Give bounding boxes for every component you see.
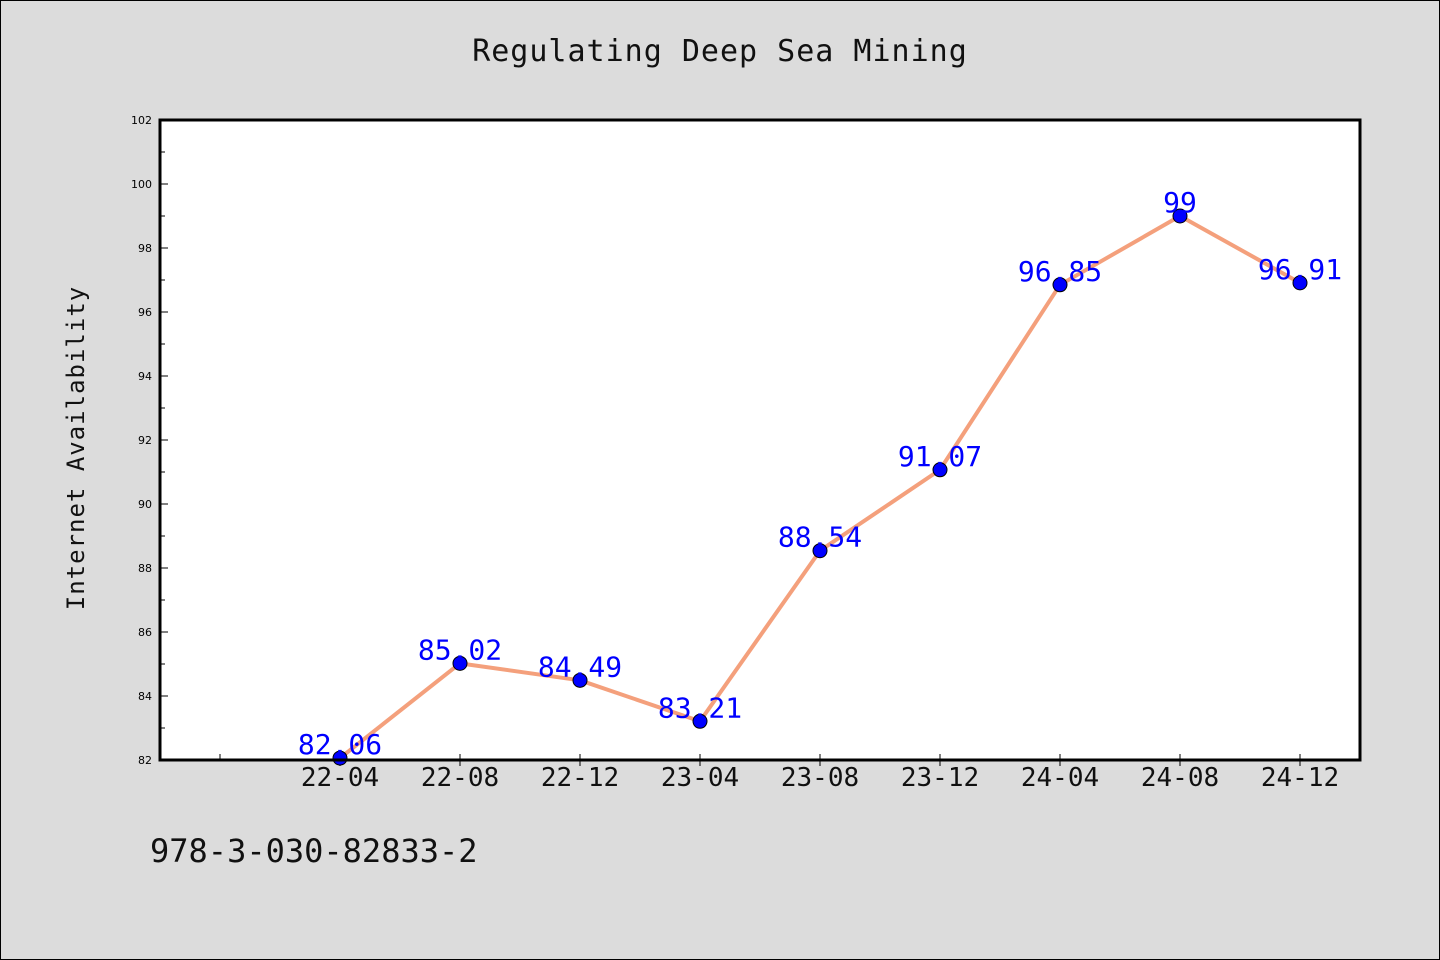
x-tick-label: 22-04: [301, 763, 379, 793]
y-tick-label: 84: [138, 690, 152, 703]
data-label: 82.06: [298, 728, 382, 761]
data-label: 85.02: [418, 633, 502, 666]
x-tick-label: 24-04: [1021, 763, 1099, 793]
x-tick-label: 23-12: [901, 763, 979, 793]
data-label: 99: [1163, 186, 1197, 219]
data-point: [932, 462, 948, 478]
data-point: [1052, 277, 1068, 293]
data-point: [812, 543, 828, 559]
data-point: [452, 655, 468, 671]
data-point: [572, 672, 588, 688]
y-tick-label: 86: [138, 626, 152, 639]
x-tick-label: 23-08: [781, 763, 859, 793]
data-point: [692, 713, 708, 729]
x-tick-label: 24-12: [1261, 763, 1339, 793]
data-label: 84.49: [538, 650, 622, 683]
plot-border: [158, 118, 1362, 762]
x-tick-label: 23-04: [661, 763, 739, 793]
data-point: [332, 750, 348, 766]
y-tick-label: 88: [138, 562, 152, 575]
x-tick-label: 22-12: [541, 763, 619, 793]
data-point: [1172, 208, 1188, 224]
data-label: 96.85: [1018, 255, 1102, 288]
y-tick-label: 90: [138, 498, 152, 511]
data-point: [1292, 275, 1308, 291]
x-tick-label: 22-08: [421, 763, 499, 793]
y-tick-label: 94: [138, 370, 152, 383]
x-tick-label: 24-08: [1141, 763, 1219, 793]
footer-isbn: 978-3-030-82833-2: [150, 832, 478, 870]
y-tick-label: 96: [138, 306, 152, 319]
data-label: 88.54: [778, 521, 862, 554]
data-label: 83.21: [658, 691, 742, 724]
y-tick-label: 98: [138, 242, 152, 255]
y-tick-label: 92: [138, 434, 152, 447]
y-tick-label: 82: [138, 754, 152, 767]
data-label: 91.07: [898, 440, 982, 473]
y-tick-label: 100: [131, 178, 152, 191]
data-label: 96.91: [1258, 253, 1342, 286]
y-tick-label: 102: [131, 114, 152, 127]
chart-title: Regulating Deep Sea Mining: [472, 34, 968, 69]
